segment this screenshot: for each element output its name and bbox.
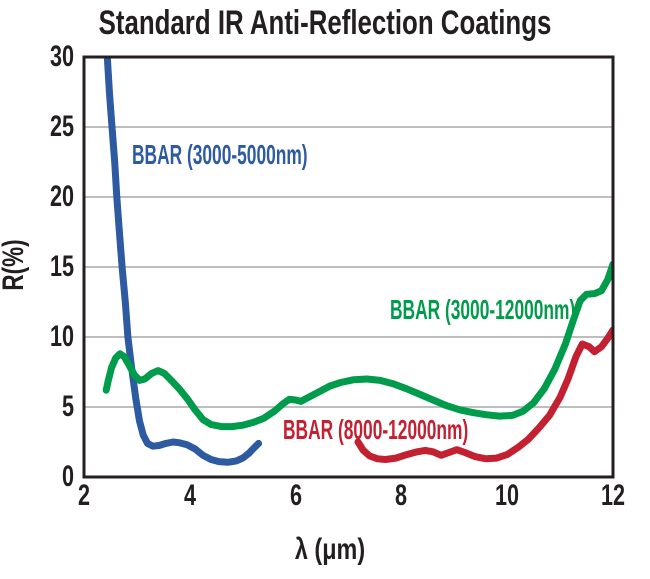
y-tick-label-5: 5 [61,390,74,423]
chart-title: Standard IR Anti-Reflection Coatings [98,4,552,42]
series-label-bbar-3000-12000nm: BBAR (3000-12000nm) [390,294,576,325]
series-label-bbar-8000-12000nm: BBAR (8000-12000nm) [283,414,469,445]
y-tick-label-30: 30 [49,40,74,73]
y-tick-label-10: 10 [49,320,74,353]
series-curve-1 [102,260,613,431]
x-tick-label-4: 4 [183,479,196,512]
x-tick-label-6: 6 [289,479,302,512]
y-axis-label: R(%) [0,239,30,291]
x-tick-label-10: 10 [495,479,520,512]
y-tick-label-25: 25 [49,110,74,143]
plot-border [82,55,615,479]
series-label-bbar-3000-5000nm: BBAR (3000-5000nm) [132,139,308,170]
x-tick-label-8: 8 [395,479,408,512]
series-curve-2 [354,326,613,463]
y-tick-label-0: 0 [61,460,74,493]
y-tick-label-20: 20 [49,180,74,213]
x-tick-label-2: 2 [77,479,91,512]
y-tick-label-15: 15 [49,250,74,283]
x-axis-label: λ (μm) [294,533,366,566]
x-tick-label-12: 12 [600,479,626,512]
series-curve-0 [103,57,263,466]
